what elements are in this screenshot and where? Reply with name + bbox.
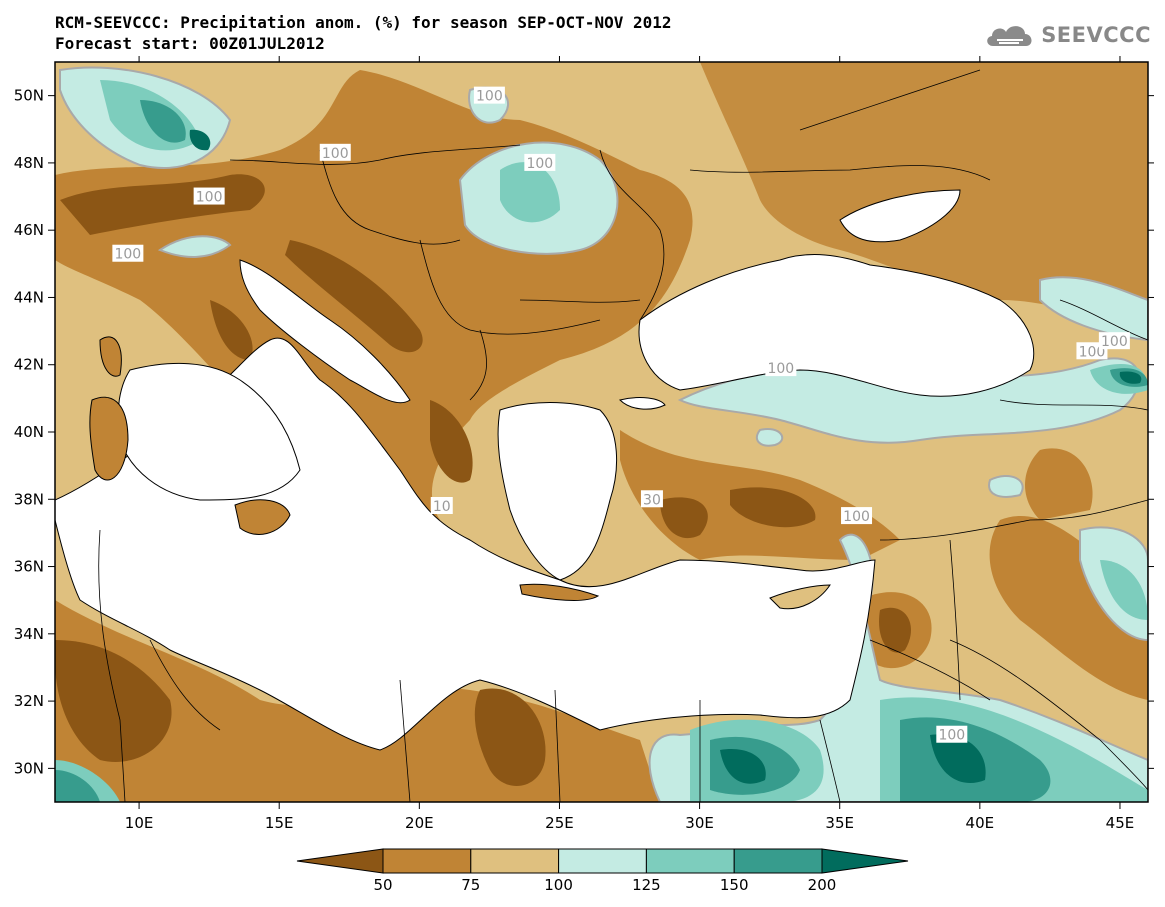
lat-tick-label: 34N [14, 625, 44, 643]
contour-label-bg [1098, 332, 1130, 350]
lon-tick-label: 15E [265, 814, 294, 832]
country-borders [98, 69, 1148, 802]
lat-tick-label: 32N [14, 692, 44, 710]
colorbar-label: 50 [373, 876, 392, 894]
contour-label: 100 [476, 89, 503, 105]
lat-tick-label: 46N [14, 221, 44, 239]
colorbar-label: 100 [544, 876, 573, 894]
lon-tick-label: 20E [405, 814, 434, 832]
sea-areas [55, 189, 1035, 751]
seevccc-logo: SEEVCCC [983, 20, 1151, 50]
colorbar-label: 75 [461, 876, 480, 894]
colorbar-segment [470, 848, 560, 874]
contour-label-bg [765, 359, 797, 377]
lon-tick-label: 40E [966, 814, 995, 832]
contour-label: 100 [322, 146, 349, 162]
colorbar-segment [733, 848, 823, 874]
title-block: RCM-SEEVCCC: Precipitation anom. (%) for… [55, 12, 672, 54]
lat-tick-label: 30N [14, 759, 44, 777]
contour-label: 30 [643, 492, 661, 508]
contour-label-bg [936, 725, 968, 743]
contour-label-bg [430, 497, 453, 514]
contour-label: 100 [938, 728, 965, 744]
contour-label: 100 [1101, 334, 1128, 350]
lat-tick-label: 40N [14, 423, 44, 441]
lon-tick-label: 35E [825, 814, 854, 832]
colorbar-segment [558, 848, 647, 874]
contour-label-bg [473, 86, 505, 104]
contour-label-bg [319, 143, 351, 161]
colorbar-label: 125 [632, 876, 661, 894]
contour-label-bg [524, 153, 556, 171]
contour-label: 10 [433, 499, 451, 515]
lon-tick-label: 25E [545, 814, 574, 832]
lat-tick-label: 36N [14, 558, 44, 576]
contour-label: 100 [526, 156, 553, 172]
contour-label-bg [193, 187, 225, 205]
contour-label-bg [640, 490, 663, 508]
colorbar: 50 75 100 125 150 200 [296, 848, 909, 894]
colorbar-segment [645, 848, 735, 874]
contour-label: 100 [196, 190, 223, 206]
cloud-icon [987, 26, 1032, 46]
colorbar-segment [296, 848, 384, 874]
chart-subtitle: Forecast start: 00Z01JUL2012 [55, 34, 325, 53]
lat-tick-label: 50N [14, 87, 44, 105]
lat-tick-label: 48N [14, 154, 44, 172]
anomaly-field-above-200 [189, 129, 1142, 784]
islands [89, 336, 831, 610]
latitude-axis: 50N 48N 46N 44N 42N 40N 38N 36N 34N 32N 30N [14, 87, 1154, 777]
lat-tick-label: 44N [14, 288, 44, 306]
contour-label: 100 [114, 247, 141, 263]
colorbar-label: 150 [720, 876, 749, 894]
contour-label: 100 [843, 509, 870, 525]
contour-label: 100 [1079, 344, 1106, 360]
lon-tick-label: 45E [1106, 814, 1135, 832]
chart-title: RCM-SEEVCCC: Precipitation anom. (%) for… [55, 13, 672, 32]
logo-text: SEEVCCC [1041, 23, 1151, 47]
contour-label: 100 [767, 361, 794, 377]
lon-tick-label: 30E [685, 814, 714, 832]
contour-label-bg [841, 507, 873, 525]
longitude-axis: 10E 15E 20E 25E 30E 35E 40E 45E [125, 56, 1134, 832]
contour-label-bg [112, 244, 144, 262]
colorbar-label: 200 [808, 876, 837, 894]
colorbar-segment [821, 848, 909, 874]
colorbar-segment [382, 848, 472, 874]
lat-tick-label: 38N [14, 490, 44, 508]
lat-tick-label: 42N [14, 356, 44, 374]
lon-tick-label: 10E [125, 814, 154, 832]
